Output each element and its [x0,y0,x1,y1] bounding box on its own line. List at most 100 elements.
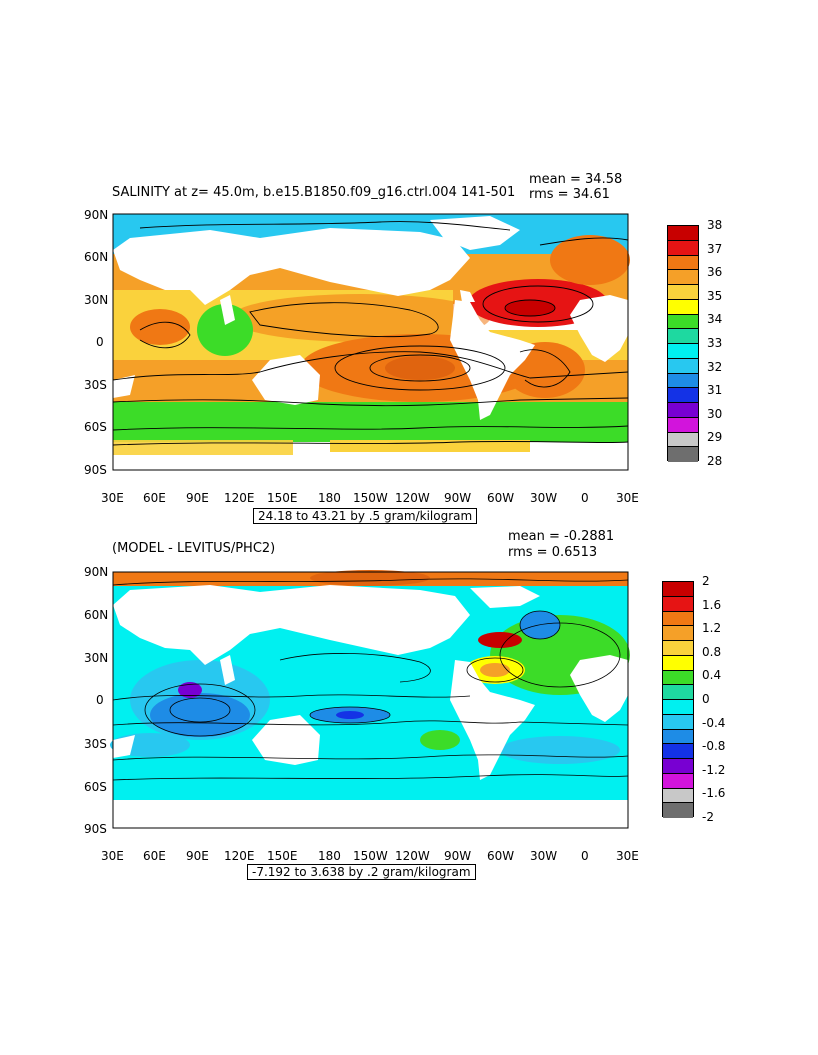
difference-lat-90n: 90N [84,565,109,579]
salinity-colorbar [667,225,699,462]
difference-mean: mean = -0.2881 [508,529,615,544]
salinity-lat-60s: 60S [84,420,107,434]
difference-title: (MODEL - LEVITUS/PHC2) [112,541,276,556]
salinity-lon-60w: 60W [487,491,515,505]
salinity-lat-90n: 90N [84,208,109,222]
difference-colorbar-segment [663,641,693,656]
difference-colorbar-label: -0.8 [702,739,726,754]
difference-colorbar-label: -2 [702,810,714,824]
salinity-land [113,216,628,470]
salinity-colorbar-segment [668,329,698,344]
salinity-colorbar-segment [668,314,698,330]
salinity-lat-30s: 30S [84,378,107,392]
salinity-colorbar-label: 36 [707,265,723,280]
difference-colorbar-segment [663,655,693,671]
salinity-rms: rms = 34.61 [529,187,610,202]
salinity-lon-120e: 120E [224,491,255,505]
salinity-lon-180: 180 [318,491,341,505]
difference-colorbar-segment [663,670,693,686]
salinity-colorbar-segment [668,226,698,241]
salinity-colorbar-segment [668,285,698,300]
salinity-lon-0: 0 [581,491,589,505]
salinity-colorbar-segment [668,358,698,374]
difference-colorbar-label: 2 [702,574,710,588]
salinity-colorbar-label: 31 [707,383,723,398]
difference-colorbar-segment [663,611,693,627]
difference-colorbar-segment [663,596,693,612]
difference-lon-180: 180 [318,849,341,863]
salinity-colorbar-segment [668,432,698,448]
salinity-lon-30e-end: 30E [616,491,639,505]
difference-lon-150e: 150E [267,849,298,863]
difference-colorbar-segment [663,729,693,745]
difference-lat-60n: 60N [84,608,109,622]
salinity-colorbar-segment [668,344,698,359]
salinity-colorbar-segment [668,240,698,256]
difference-lon-120w: 120W [395,849,430,863]
salinity-contours [112,221,629,446]
salinity-lon-60e: 60E [143,491,166,505]
salinity-colorbar-segment [668,270,698,285]
salinity-range-label: 24.18 to 43.21 by .5 gram/kilogram [253,508,478,524]
difference-colorbar-segment [663,700,693,715]
salinity-colorbar-segment [668,299,698,315]
salinity-lon-90e: 90E [186,491,209,505]
salinity-colorbar-label: 29 [707,430,723,445]
salinity-colorbar-label: 33 [707,336,723,350]
difference-colorbar-segment [663,582,693,597]
salinity-lat-0: 0 [96,335,104,349]
difference-lat-90s: 90S [84,822,107,836]
salinity-colorbar-label: 32 [707,359,723,374]
salinity-colorbar-segment [668,403,698,418]
difference-lon-120e: 120E [224,849,255,863]
difference-lon-0: 0 [581,849,589,863]
salinity-lon-150w: 150W [353,491,388,505]
salinity-lat-30n: 30N [84,293,109,307]
difference-rms: rms = 0.6513 [508,545,598,560]
difference-colorbar-label: -1.2 [702,762,726,777]
salinity-lat-90s: 90S [84,463,107,477]
salinity-lon-120w: 120W [395,491,430,505]
difference-lon-60e: 60E [143,849,166,863]
salinity-colorbar-label: 38 [707,218,723,232]
difference-colorbar-segment [663,685,693,700]
difference-colorbar-label: 0.4 [702,668,722,683]
salinity-colorbar-segment [668,388,698,403]
salinity-colorbar-segment [668,255,698,271]
difference-lon-60w: 60W [487,849,515,863]
salinity-lon-90w: 90W [444,491,472,505]
difference-colorbar-segment [663,773,693,789]
salinity-title: SALINITY at z= 45.0m, b.e15.B1850.f09_g1… [112,185,516,200]
difference-map-frame [112,571,629,829]
difference-colorbar-segment [663,803,693,818]
difference-lat-30s: 30S [84,737,107,751]
difference-contours [112,578,629,781]
difference-colorbar-segment [663,714,693,730]
salinity-lon-30w: 30W [530,491,558,505]
difference-lat-0: 0 [96,693,104,707]
difference-colorbar-label: 0 [702,692,710,706]
difference-lon-90e: 90E [186,849,209,863]
salinity-lon-150e: 150E [267,491,298,505]
difference-lon-150w: 150W [353,849,388,863]
salinity-map-frame [112,213,629,471]
difference-lon-30w: 30W [530,849,558,863]
difference-colorbar-segment [663,788,693,804]
difference-lon-90w: 90W [444,849,472,863]
difference-land [113,585,628,830]
difference-colorbar [662,581,694,818]
difference-lon-30e-end: 30E [616,849,639,863]
difference-colorbar-label: -1.6 [702,786,726,801]
difference-range-label: -7.192 to 3.638 by .2 gram/kilogram [247,864,476,880]
salinity-lat-60n: 60N [84,250,109,264]
difference-colorbar-label: 1.6 [702,597,722,612]
salinity-colorbar-label: 28 [707,454,723,468]
difference-colorbar-segment [663,759,693,774]
salinity-colorbar-segment [668,447,698,462]
salinity-mean: mean = 34.58 [529,172,623,187]
salinity-colorbar-label: 34 [707,312,723,327]
difference-lon-30e: 30E [101,849,124,863]
